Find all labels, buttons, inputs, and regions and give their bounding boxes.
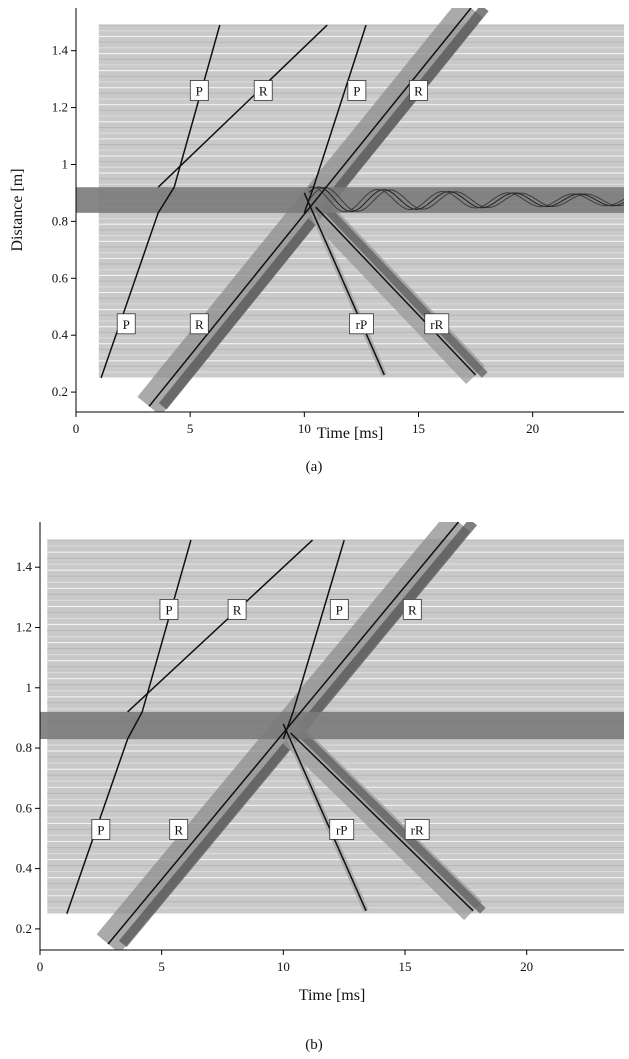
wave-label: P — [189, 80, 209, 101]
wave-label-box — [347, 80, 367, 101]
y-tick-label: 0.8 — [52, 213, 68, 228]
y-tick-label: 1.4 — [52, 43, 69, 58]
x-tick-label: 0 — [37, 959, 44, 974]
wave-label-text: P — [196, 84, 203, 99]
arrival-line-p — [303, 24, 367, 214]
wave-label-text: rP — [356, 317, 368, 332]
x-tick-label: 10 — [298, 421, 311, 436]
wave-label-box — [404, 819, 430, 840]
scattered-wave-trace — [308, 186, 624, 213]
y-tick-label: 0.8 — [16, 740, 32, 755]
wavefront-band-reflected-core — [297, 730, 486, 914]
y-tick-label: 1.4 — [16, 559, 33, 574]
x-tick-label: 10 — [277, 959, 290, 974]
x-tick-label: 5 — [158, 959, 165, 974]
y-tick-label: 0.2 — [52, 384, 68, 399]
wave-label: R — [253, 80, 273, 101]
wave-label: R — [409, 80, 428, 101]
wave-label-box — [402, 599, 422, 620]
y-axis-title: Distance [m] — [9, 168, 26, 251]
wave-label: P — [116, 313, 136, 335]
wave-label-text: rR — [411, 822, 424, 837]
wave-label-text: P — [353, 84, 360, 99]
shaded-band — [40, 711, 624, 740]
wave-label-box — [424, 313, 450, 335]
wave-label-text: P — [336, 602, 343, 617]
x-tick-label: 0 — [73, 421, 80, 436]
arrival-line-rr — [290, 732, 474, 912]
arrival-line-rp — [303, 192, 385, 376]
arrival-line-rp — [282, 723, 367, 912]
y-tick-label: 1 — [26, 680, 33, 695]
x-tick-label: 20 — [520, 959, 533, 974]
x-tick-label: 15 — [399, 959, 412, 974]
wave-label-box — [91, 819, 111, 840]
arrival-line-rr — [315, 206, 477, 376]
x-tick-label: 20 — [526, 421, 539, 436]
wave-label-text: R — [414, 84, 423, 99]
plot-content — [76, 8, 624, 412]
wave-label: R — [189, 313, 209, 335]
wave-label-text: R — [174, 822, 183, 837]
wave-label-text: P — [165, 602, 172, 617]
wave-label-text: rR — [430, 317, 443, 332]
wave-label-box — [189, 313, 209, 335]
wavefront-band-reflected-core — [321, 204, 488, 378]
y-tick-label: 1.2 — [16, 619, 32, 634]
y-tick-label: 1 — [62, 156, 69, 171]
arrival-line-p — [100, 24, 221, 379]
wave-label-box — [253, 80, 273, 101]
y-tick-label: 0.4 — [16, 861, 33, 876]
wave-label-text: R — [259, 84, 268, 99]
y-tick-label: 0.6 — [16, 800, 33, 815]
wave-label-text: R — [233, 602, 242, 617]
panel-caption: (b) — [305, 1037, 323, 1053]
wave-label-box — [349, 313, 374, 335]
scattered-wave-trace — [308, 186, 624, 212]
scattered-wave-trace — [308, 186, 624, 212]
arrival-line-r — [157, 24, 328, 188]
wave-label: rP — [349, 313, 374, 335]
wave-label: R — [169, 819, 189, 840]
arrival-line-r — [127, 539, 314, 713]
arrival-line-r — [107, 522, 460, 945]
y-tick-label: 0.2 — [16, 921, 32, 936]
x-tick-label: 5 — [187, 421, 194, 436]
wave-label-box — [409, 80, 428, 101]
wave-label-text: R — [408, 602, 417, 617]
wave-label-text: P — [123, 317, 130, 332]
wave-label-box — [116, 313, 136, 335]
wave-label-box — [329, 599, 349, 620]
wave-label: rP — [329, 819, 355, 840]
x-axis-title: Time [ms] — [317, 425, 384, 442]
wave-label-text: rP — [336, 822, 348, 837]
wave-label-box — [329, 819, 355, 840]
wave-label: P — [347, 80, 367, 101]
wave-label: R — [402, 599, 422, 620]
wave-label-box — [159, 599, 179, 620]
y-tick-label: 0.4 — [52, 327, 69, 342]
wave-label: rR — [404, 819, 430, 840]
wave-label-box — [227, 599, 247, 620]
panel-caption: (a) — [306, 459, 323, 475]
wave-label: P — [91, 819, 111, 840]
wave-label-box — [169, 819, 189, 840]
wave-label: P — [329, 599, 349, 620]
wave-label-text: P — [97, 822, 104, 837]
plot-content — [40, 522, 624, 950]
wave-label: rR — [424, 313, 450, 335]
x-tick-label: 15 — [412, 421, 425, 436]
x-axis-title: Time [ms] — [299, 987, 366, 1004]
wave-label: R — [227, 599, 247, 620]
y-tick-label: 1.2 — [52, 100, 68, 115]
wave-label-text: R — [195, 317, 204, 332]
wave-label: P — [159, 599, 179, 620]
wave-label-box — [189, 80, 209, 101]
y-tick-label: 0.6 — [52, 270, 69, 285]
